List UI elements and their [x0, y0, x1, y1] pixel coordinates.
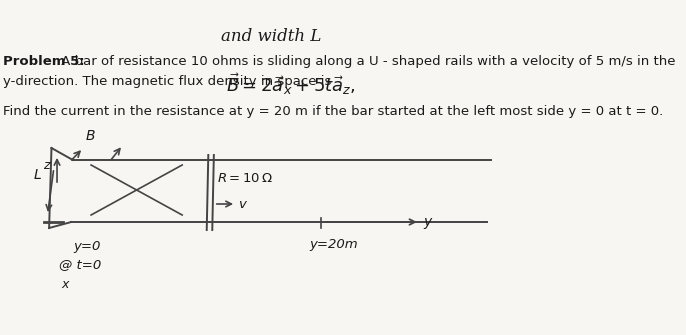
Text: B: B [86, 129, 95, 143]
Text: A bar of resistance 10 ohms is sliding along a U - shaped rails with a velocity : A bar of resistance 10 ohms is sliding a… [57, 55, 676, 68]
Text: and width L: and width L [222, 28, 322, 45]
Text: Problem 5:: Problem 5: [3, 55, 85, 68]
Text: $R=10\,\Omega$: $R=10\,\Omega$ [217, 172, 273, 185]
Text: y: y [423, 215, 431, 229]
Text: L: L [33, 168, 41, 182]
Text: Find the current in the resistance at y = 20 m if the bar started at the left mo: Find the current in the resistance at y … [3, 105, 663, 118]
Text: x: x [62, 278, 69, 291]
Text: v: v [237, 198, 246, 210]
Text: z: z [43, 158, 49, 172]
Text: y-direction. The magnetic flux density in space is: y-direction. The magnetic flux density i… [3, 75, 331, 88]
Text: $\vec{B} = 2\vec{a}_x + 5t\vec{a}_z,$: $\vec{B} = 2\vec{a}_x + 5t\vec{a}_z,$ [226, 71, 356, 97]
Text: y=0: y=0 [73, 240, 100, 253]
Text: @ t=0: @ t=0 [60, 258, 102, 271]
Text: y=20m: y=20m [309, 238, 357, 251]
